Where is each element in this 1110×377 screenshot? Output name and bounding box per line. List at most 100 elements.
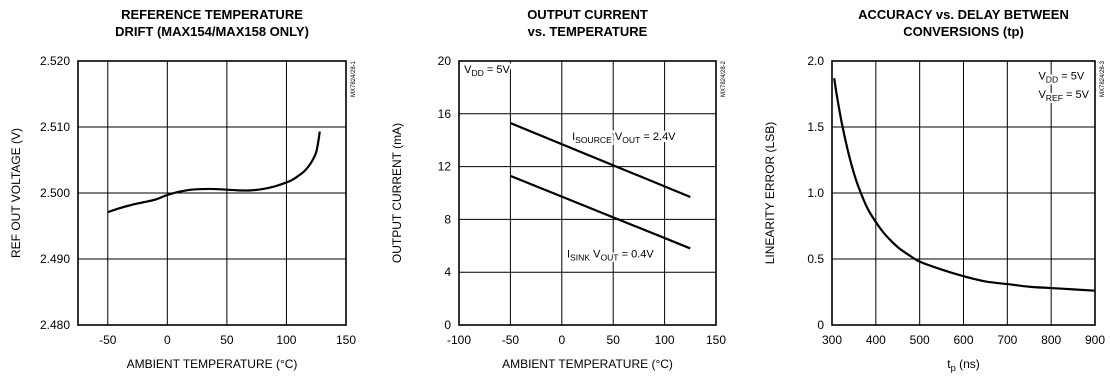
annotation-label: VDD = 5V: [1038, 70, 1084, 84]
annotation-part: REF: [1046, 93, 1063, 103]
chart-title-line: DRIFT (MAX154/MAX158 ONLY): [115, 24, 309, 39]
ref-temp-drift-chart: REFERENCE TEMPERATURE DRIFT (MAX154/MAX15…: [9, 7, 357, 371]
annotation-halo-part: REF: [1046, 93, 1063, 103]
annotation-halo-part: V: [464, 64, 472, 76]
x-axis-label-part: t: [947, 357, 951, 371]
annotation-halo-part: SINK: [570, 253, 590, 263]
series-line: [509, 174, 691, 250]
chart-title-line: vs. TEMPERATURE: [528, 24, 648, 39]
plot-frame: [831, 60, 1096, 326]
annotation-halo-part: V: [612, 131, 623, 143]
annotation-halo-part: SOURCE: [575, 135, 612, 145]
annotation-halo-part: DD: [471, 68, 483, 78]
annotation-part: = 0.4V: [619, 249, 655, 261]
annotation-halo-part: = 0.4V: [619, 249, 655, 261]
x-tick-label: 100: [655, 333, 675, 347]
annotation-part: SOURCE: [575, 135, 612, 145]
plot-frame: [458, 60, 717, 326]
y-axis-label: LINEARITY ERROR (LSB): [763, 122, 777, 264]
x-tick-label: 50: [220, 333, 234, 347]
annotation-halo-part: OUT: [600, 253, 619, 263]
annotation-halo-part: V: [590, 249, 601, 261]
annotation-halo: ISINK VOUT = 0.4V: [567, 249, 654, 263]
chart-title-line: CONVERSIONS (tp): [903, 24, 1024, 39]
y-tick-label: 12: [438, 160, 452, 174]
annotation-part: DD: [1046, 74, 1058, 84]
annotation-halo-part: = 5V: [484, 64, 511, 76]
x-tick-label: 600: [953, 333, 973, 347]
annotation-label: VDD = 5V: [464, 64, 510, 78]
y-axis-label: REF OUT VOLTAGE (V): [9, 128, 23, 258]
annotation-halo-part: I: [567, 249, 570, 261]
y-tick-label: 2.520: [40, 54, 70, 68]
annotation-halo-part: I: [572, 131, 575, 143]
annotation-halo: VDD = 5V: [1038, 70, 1084, 84]
chart-title-line: ACCURACY vs. DELAY BETWEEN: [858, 7, 1069, 22]
annotation-part: = 5V: [1058, 70, 1085, 82]
y-tick-label: 16: [438, 107, 452, 121]
x-tick-label: 800: [1041, 333, 1061, 347]
x-axis-label: tp (ns): [947, 357, 980, 373]
annotation-halo: ISOURCE VOUT = 2.4V: [572, 131, 676, 145]
annotation-part: I: [572, 131, 575, 143]
x-tick-label: 150: [336, 333, 356, 347]
annotation-part: V: [1038, 70, 1046, 82]
chart-title-line: REFERENCE TEMPERATURE: [121, 7, 303, 22]
x-tick-label: 0: [164, 333, 171, 347]
x-axis-label: AMBIENT TEMPERATURE (°C): [502, 357, 673, 371]
annotation-part: SINK: [570, 253, 590, 263]
annotation-part: OUT: [600, 253, 619, 263]
annotation-halo: VDD = 5V: [464, 64, 510, 78]
y-tick-label: 4: [444, 265, 451, 279]
figure-code: MX7824/28-2: [721, 60, 727, 97]
x-tick-label: 300: [822, 333, 842, 347]
y-tick-label: 2.0: [807, 54, 824, 68]
figure-code: MX7824/28-1: [351, 60, 357, 97]
annotation-label: ISINK VOUT = 0.4V: [567, 249, 654, 263]
y-tick-label: 2.510: [40, 120, 70, 134]
annotation-part: DD: [471, 68, 483, 78]
annotation-halo-part: OUT: [622, 135, 641, 145]
series-line: [509, 122, 691, 198]
annotation-label: VREF = 5V: [1038, 89, 1089, 103]
annotation-part: V: [464, 64, 472, 76]
x-tick-label: -100: [447, 333, 471, 347]
annotation-halo-part: = 2.4V: [640, 131, 676, 143]
annotation-part: OUT: [622, 135, 641, 145]
annotation-part: V: [590, 249, 601, 261]
x-tick-label: 0: [558, 333, 565, 347]
accuracy-delay-chart: ACCURACY vs. DELAY BETWEEN CONVERSIONS (t…: [763, 7, 1106, 373]
y-tick-label: 8: [444, 212, 451, 226]
series-line: [107, 131, 321, 214]
y-axis-label: OUTPUT CURRENT (mA): [390, 123, 404, 263]
annotation-halo-part: V: [1038, 89, 1046, 101]
y-tick-label: 0.5: [807, 252, 824, 266]
x-axis-label-part: p: [951, 363, 956, 373]
x-tick-label: 150: [706, 333, 726, 347]
y-tick-label: 2.480: [40, 318, 70, 332]
chart-title-line: OUTPUT CURRENT: [527, 7, 648, 22]
annotation-part: = 2.4V: [640, 131, 676, 143]
plot-frame: [77, 60, 347, 326]
x-tick-label: 500: [910, 333, 930, 347]
x-tick-label: 100: [276, 333, 296, 347]
annotation-halo: VREF = 5V: [1038, 89, 1089, 103]
annotation-halo-part: DD: [1046, 74, 1058, 84]
y-tick-label: 1.0: [807, 186, 824, 200]
output-current-chart: OUTPUT CURRENT vs. TEMPERATURE -100 -50 0 50 1…: [390, 7, 727, 371]
x-tick-label: 700: [997, 333, 1017, 347]
x-tick-label: 400: [866, 333, 886, 347]
x-axis-label-part: (ns): [956, 357, 980, 371]
y-tick-label: 20: [438, 54, 452, 68]
annotation-halo-part: = 5V: [1058, 70, 1085, 82]
annotation-part: = 5V: [484, 64, 511, 76]
x-tick-label: 900: [1085, 333, 1105, 347]
x-tick-label: -50: [99, 333, 117, 347]
x-tick-label: -50: [502, 333, 520, 347]
y-tick-label: 1.5: [807, 120, 824, 134]
series-line: [833, 77, 1096, 292]
x-tick-label: 50: [607, 333, 621, 347]
y-tick-label: 0: [444, 318, 451, 332]
annotation-label: ISOURCE VOUT = 2.4V: [572, 131, 676, 145]
